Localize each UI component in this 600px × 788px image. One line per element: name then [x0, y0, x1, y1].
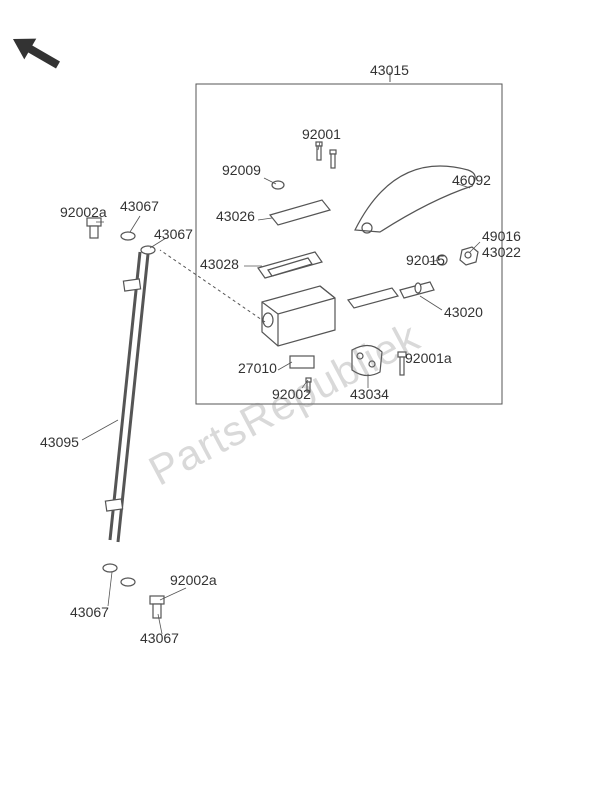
label-43067-1: 43067	[120, 198, 159, 214]
piston-43020	[348, 282, 434, 308]
clamp-43034	[352, 345, 382, 375]
indicator-arrow	[7, 29, 64, 76]
diagram-container: 43015 92001 92009 46092 43026 49016 4302…	[0, 0, 600, 788]
label-92015: 92015	[406, 252, 445, 268]
label-43028: 43028	[200, 256, 239, 272]
brake-hose	[87, 218, 164, 618]
switch-27010	[290, 356, 314, 368]
label-92002a-2: 92002a	[170, 572, 217, 588]
label-43034: 43034	[350, 386, 389, 402]
label-43022: 43022	[482, 244, 521, 260]
label-43067-3: 43067	[70, 604, 109, 620]
diaphragm-43028	[258, 252, 322, 278]
label-43095: 43095	[40, 434, 79, 450]
label-43067-2: 43067	[154, 226, 193, 242]
label-49016: 49016	[482, 228, 521, 244]
label-43015: 43015	[370, 62, 409, 78]
assembly-box	[196, 84, 502, 404]
grommet-92009	[272, 181, 284, 189]
label-92009: 92009	[222, 162, 261, 178]
label-43067-4: 43067	[140, 630, 179, 646]
label-46092: 46092	[452, 172, 491, 188]
label-27010: 27010	[238, 360, 277, 376]
label-43026: 43026	[216, 208, 255, 224]
label-92002: 92002	[272, 386, 311, 402]
master-cylinder	[262, 286, 335, 346]
label-92001a: 92001a	[405, 350, 452, 366]
label-92001: 92001	[302, 126, 341, 142]
nut-43022-49016	[460, 247, 478, 265]
cap-43026	[270, 200, 330, 225]
label-43020: 43020	[444, 304, 483, 320]
label-92002a-1: 92002a	[60, 204, 107, 220]
